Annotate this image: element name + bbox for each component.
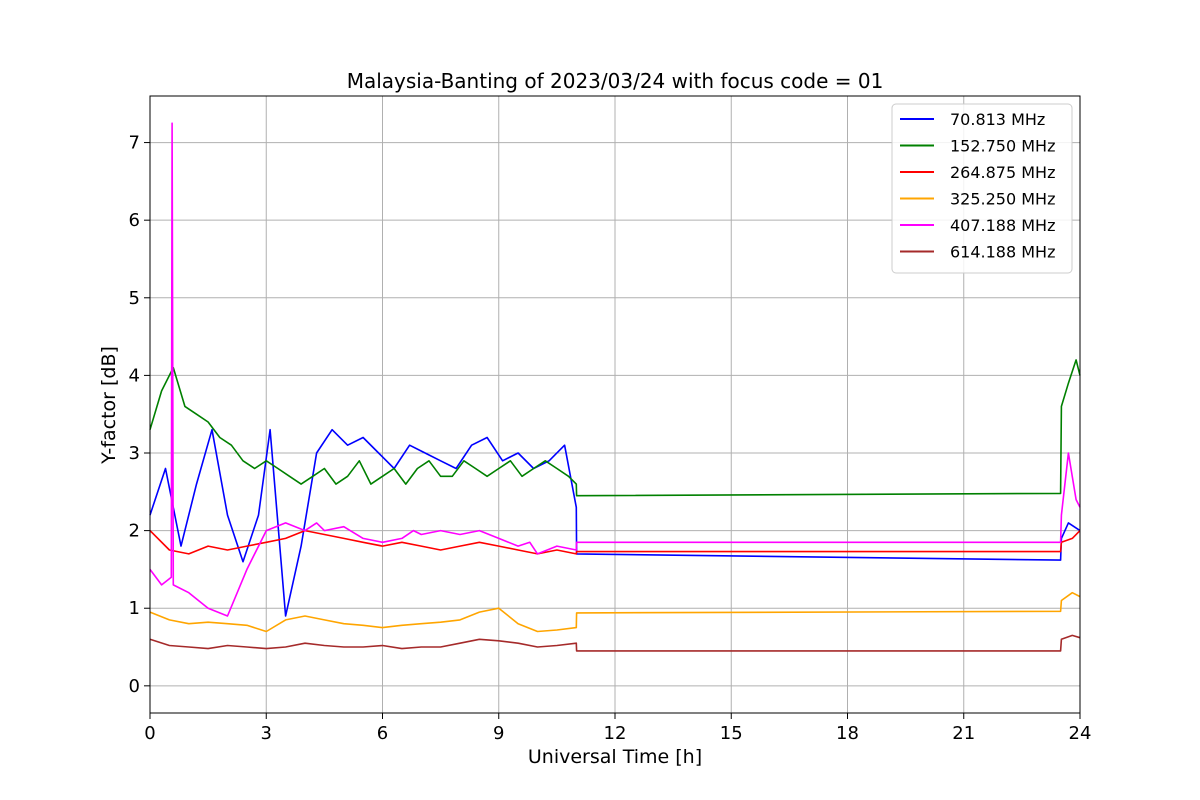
legend-label: 70.813 MHz xyxy=(950,110,1045,129)
y-tick-label: 7 xyxy=(129,133,140,154)
y-tick-label: 6 xyxy=(129,210,140,231)
x-axis-title: Universal Time [h] xyxy=(528,746,702,768)
y-tick-label: 5 xyxy=(129,288,140,309)
y-tick-label: 2 xyxy=(129,521,140,542)
x-tick-label: 24 xyxy=(1069,723,1092,744)
series-line-4 xyxy=(149,591,1081,633)
legend-label: 614.188 MHz xyxy=(950,243,1055,262)
series-line-6 xyxy=(149,634,1081,652)
chart-title: Malaysia-Banting of 2023/03/24 with focu… xyxy=(347,69,884,93)
legend-label: 325.250 MHz xyxy=(950,190,1055,209)
x-tick-label: 6 xyxy=(377,723,388,744)
y-axis-title: Y-factor [dB] xyxy=(98,346,120,465)
x-tick-label: 9 xyxy=(493,723,504,744)
x-tick-label: 21 xyxy=(952,723,975,744)
y-tick-label: 3 xyxy=(129,443,140,464)
legend-label: 407.188 MHz xyxy=(950,216,1055,235)
series-lines xyxy=(149,122,1081,652)
legend-label: 264.875 MHz xyxy=(950,163,1055,182)
legend: 70.813 MHz 152.750 MHz 264.875 MHz 325.250 … xyxy=(891,103,1073,274)
series-line-5 xyxy=(149,122,1081,617)
y-tick-label: 1 xyxy=(129,598,140,619)
y-tick-label: 0 xyxy=(129,676,140,697)
x-tick-label: 0 xyxy=(144,723,155,744)
x-tick-label: 18 xyxy=(836,723,859,744)
x-tick-label: 3 xyxy=(261,723,272,744)
series-line-2 xyxy=(149,359,1081,497)
series-line-3 xyxy=(149,529,1081,555)
x-tick-label: 12 xyxy=(604,723,627,744)
y-tick-label: 4 xyxy=(129,365,140,386)
x-tick-label: 15 xyxy=(720,723,743,744)
legend-box xyxy=(891,103,1073,274)
series-line-1 xyxy=(149,428,1081,617)
legend-label: 152.750 MHz xyxy=(950,137,1055,156)
